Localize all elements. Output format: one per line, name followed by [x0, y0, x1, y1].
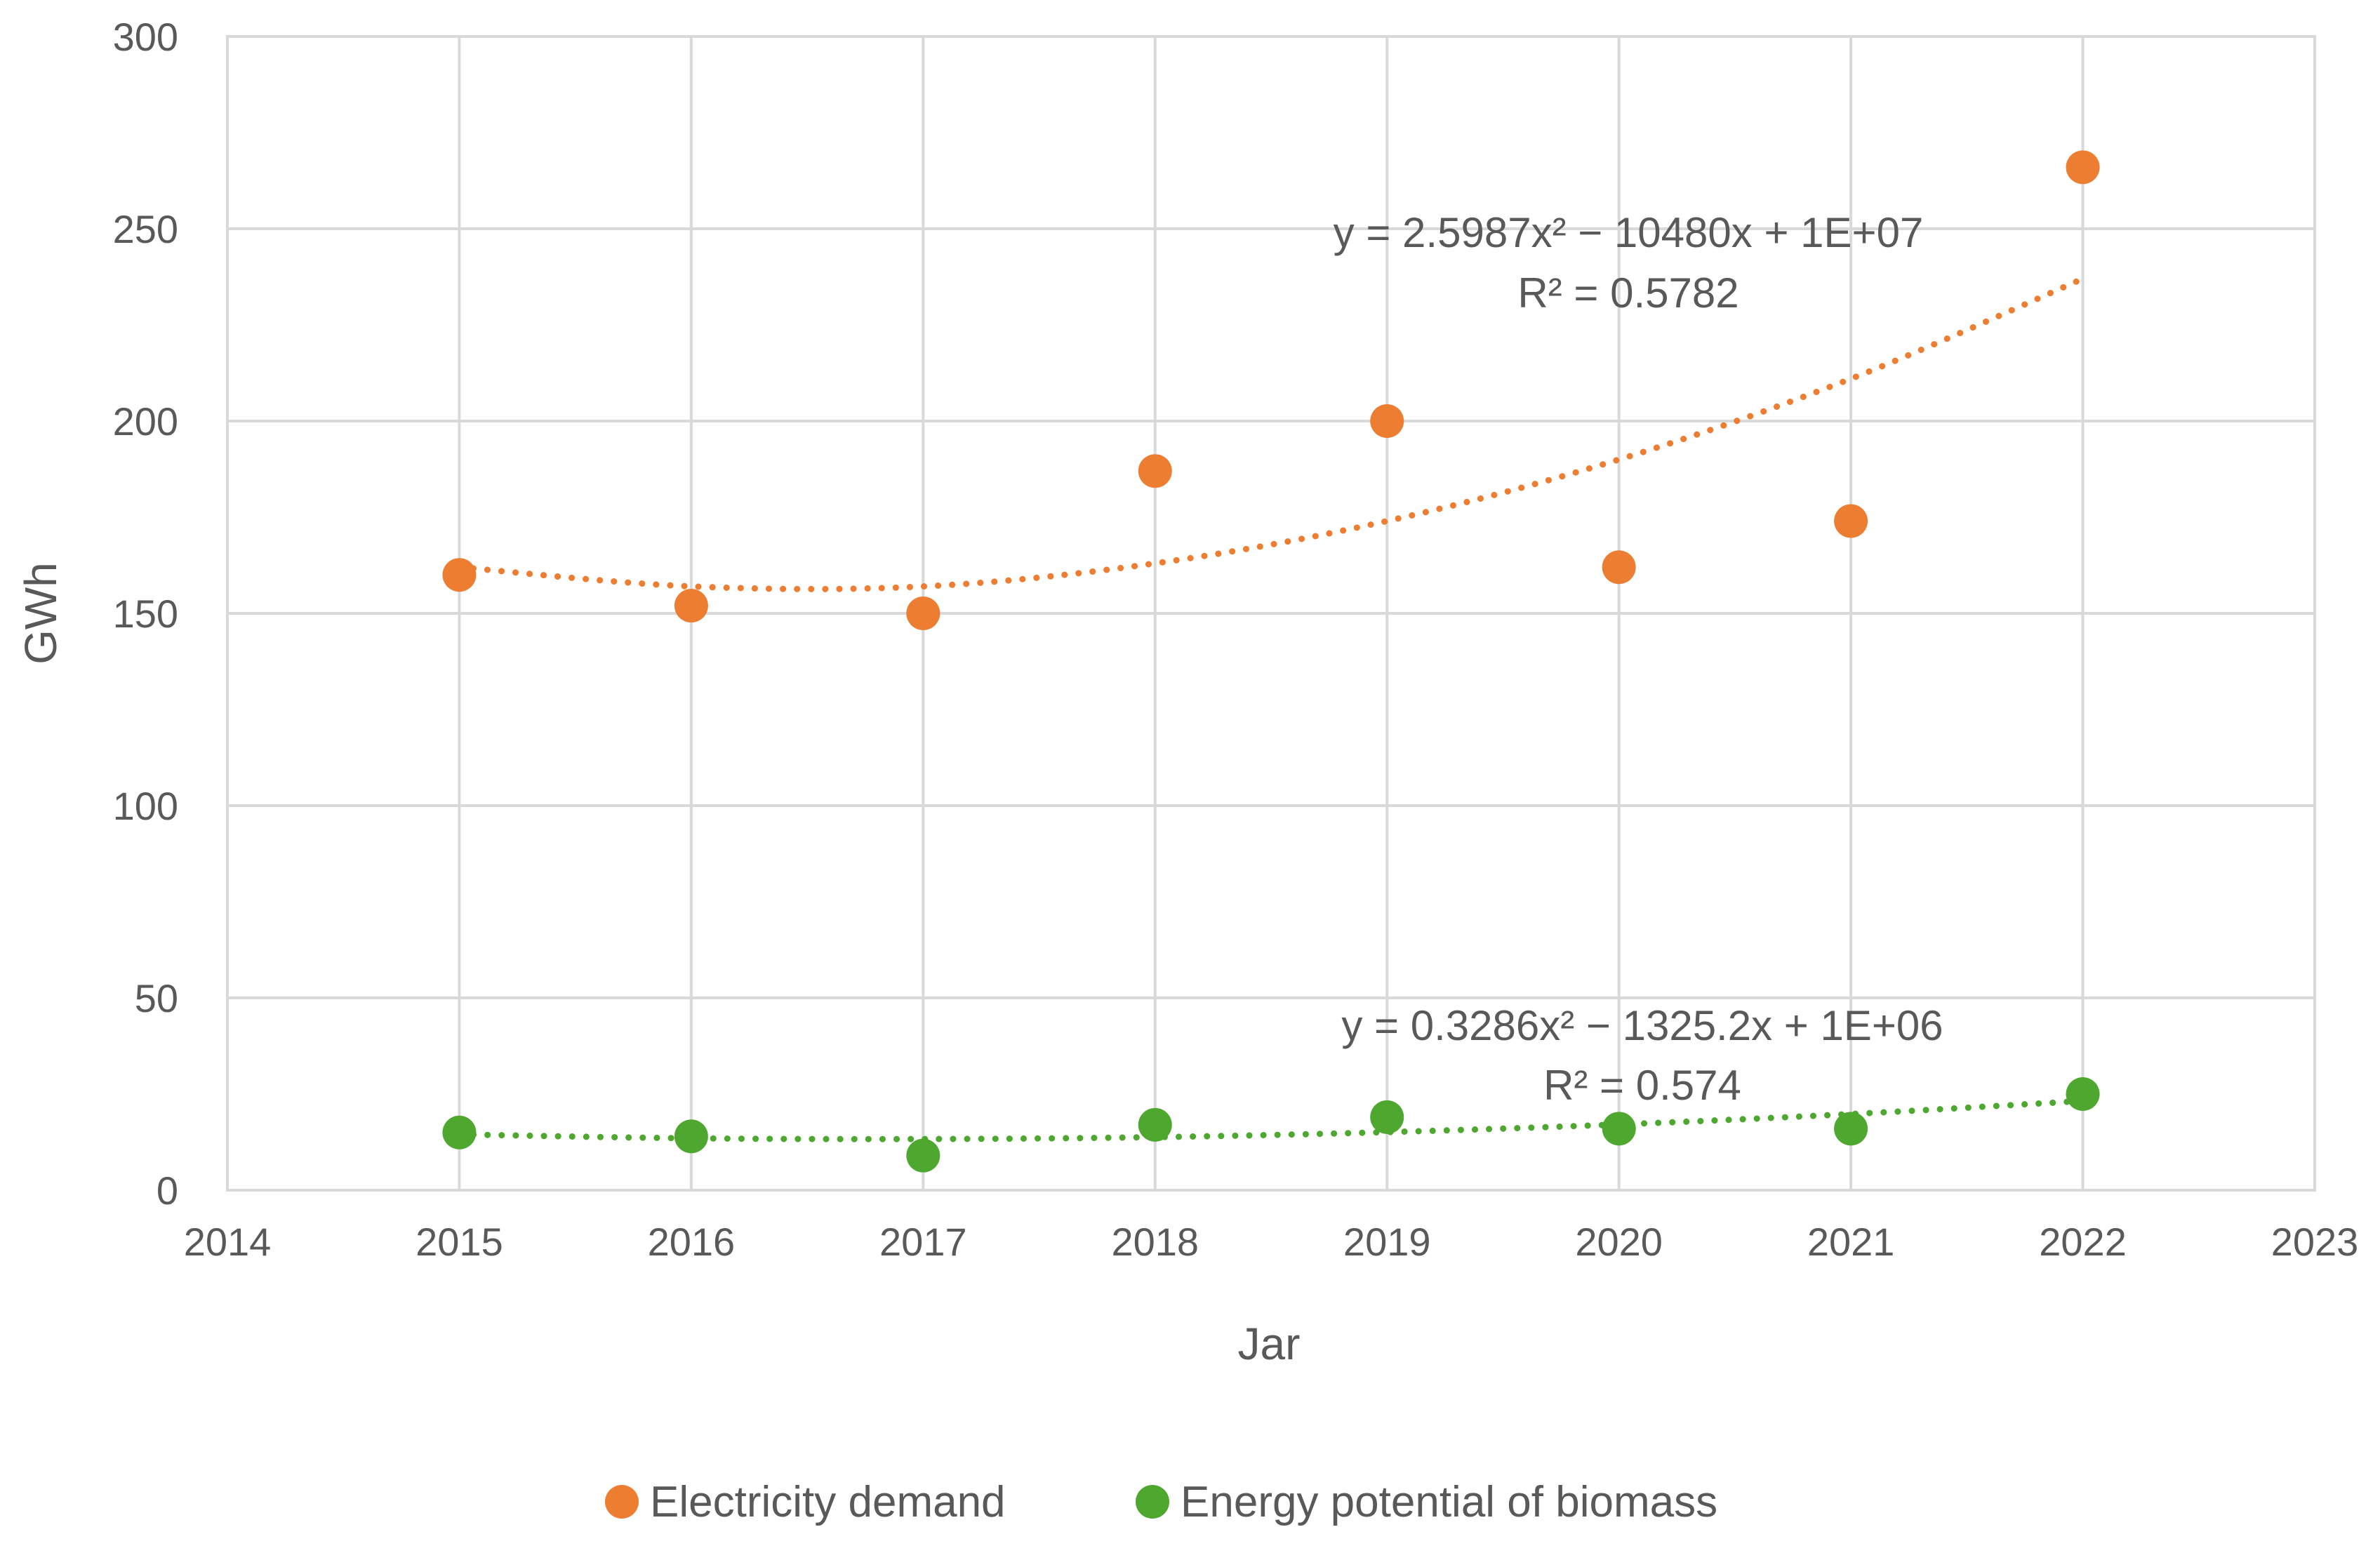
data-points	[442, 150, 2100, 1173]
plot-area	[226, 35, 2316, 1192]
y-tick-label: 250	[113, 207, 178, 251]
energy-potential-of-biomass-point[interactable]	[1370, 1100, 1404, 1134]
legend-label-electricity-demand: Electricity demand	[650, 1478, 1006, 1526]
electricity-trend-equation: y = 2.5987x² − 10480x + 1E+07	[1334, 209, 1924, 256]
x-axis-title: Jar	[1238, 1319, 1301, 1369]
x-tick-label: 2018	[1111, 1220, 1199, 1264]
energy-potential-of-biomass-point[interactable]	[906, 1138, 940, 1173]
electricity-demand-point[interactable]	[906, 596, 940, 630]
energy-potential-of-biomass-point[interactable]	[1602, 1112, 1636, 1146]
x-tick-label: 2023	[2271, 1220, 2359, 1264]
x-tick-label: 2015	[415, 1220, 503, 1264]
x-tick-label: 2016	[648, 1220, 736, 1264]
y-axis-title: GWh	[15, 562, 66, 665]
x-tick-label: 2017	[879, 1220, 967, 1264]
energy-potential-of-biomass-point[interactable]	[674, 1119, 708, 1154]
electricity-trend-r2: R² = 0.5782	[1517, 269, 1739, 316]
electricity-demand-point[interactable]	[1602, 550, 1636, 585]
x-tick-label: 2014	[184, 1220, 272, 1264]
x-tick-label: 2019	[1343, 1220, 1431, 1264]
energy-potential-of-biomass-point[interactable]	[1834, 1112, 1868, 1146]
trendlines	[456, 275, 2087, 1142]
legend-marker-electricity-demand	[605, 1485, 639, 1519]
y-tick-label: 300	[113, 15, 178, 59]
electricity-demand-trendline	[456, 275, 2087, 592]
y-tick-label: 150	[113, 592, 178, 636]
electricity-demand-point[interactable]	[1370, 404, 1404, 438]
gridlines	[226, 35, 2316, 1192]
electricity-demand-point[interactable]	[1138, 454, 1172, 488]
electricity-demand-point[interactable]	[442, 558, 477, 592]
energy-potential-of-biomass-point[interactable]	[2066, 1077, 2100, 1111]
legend-item-electricity-demand[interactable]: Electricity demand	[605, 1478, 1006, 1526]
y-tick-label: 200	[113, 399, 178, 444]
x-tick-label: 2020	[1575, 1220, 1663, 1264]
legend: Electricity demand Energy potential of b…	[605, 1478, 1717, 1526]
x-axis-ticks: 2014 2015 2016 2017 2018 2019 2020 2021 2022 2023	[184, 1220, 2359, 1264]
x-tick-label: 2022	[2039, 1220, 2127, 1264]
electricity-demand-point[interactable]	[2066, 150, 2100, 185]
energy-potential-of-biomass-point[interactable]	[1138, 1107, 1172, 1142]
energy-potential-of-biomass-point[interactable]	[442, 1115, 477, 1149]
biomass-trend-r2: R² = 0.574	[1543, 1062, 1741, 1109]
y-tick-label: 50	[135, 976, 178, 1020]
electricity-demand-point[interactable]	[1834, 504, 1868, 538]
y-tick-label: 100	[113, 784, 178, 828]
legend-item-energy-potential-of-biomass[interactable]: Energy potential of biomass	[1136, 1478, 1717, 1526]
legend-marker-energy-potential-of-biomass	[1136, 1485, 1169, 1519]
y-axis-ticks: 0 50 100 150 200 250 300	[113, 15, 178, 1213]
biomass-trend-equation: y = 0.3286x² − 1325.2x + 1E+06	[1341, 1002, 1943, 1049]
electricity-demand-point[interactable]	[674, 589, 708, 623]
y-tick-label: 0	[157, 1168, 178, 1213]
legend-label-energy-potential-of-biomass: Energy potential of biomass	[1181, 1478, 1717, 1526]
x-tick-label: 2021	[1807, 1220, 1895, 1264]
